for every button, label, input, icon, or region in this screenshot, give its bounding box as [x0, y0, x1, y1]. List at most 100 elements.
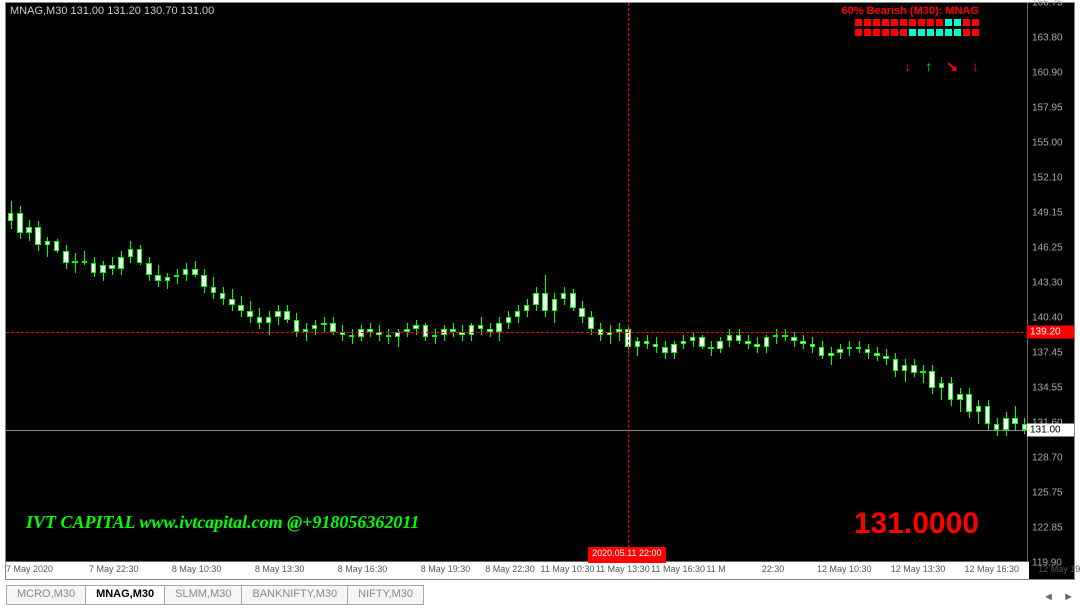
trend-arrow-icon: ↘	[946, 58, 958, 75]
last-price-large: 131.0000	[854, 507, 979, 541]
chart-window[interactable]: MNAG,M30 131.00 131.20 130.70 131.00 60%…	[5, 2, 1075, 580]
indicator-square	[963, 29, 970, 36]
y-tick: 140.40	[1028, 312, 1074, 323]
price-tag: 139.20	[1027, 326, 1074, 339]
candle-body	[192, 269, 198, 275]
candle-body	[644, 341, 650, 345]
candle-body	[561, 293, 567, 299]
indicator-square	[882, 29, 889, 36]
candle-body	[478, 325, 484, 329]
y-tick: 143.30	[1028, 278, 1074, 289]
x-tick: 11 May 10:30	[541, 564, 595, 574]
price-plot[interactable]: MNAG,M30 131.00 131.20 130.70 131.00 60%…	[6, 3, 1029, 563]
indicator-square	[873, 29, 880, 36]
indicator-square	[945, 29, 952, 36]
price-tag: 131.00	[1027, 424, 1074, 437]
symbol-tab[interactable]: MNAG,M30	[85, 585, 165, 605]
candle-body	[238, 305, 244, 311]
x-tick: 12 May 19:30	[1038, 564, 1080, 574]
indicator-square	[882, 19, 889, 26]
candle-body	[211, 287, 217, 293]
symbol-tab[interactable]: NIFTY,M30	[347, 585, 424, 605]
y-tick: 166.75	[1028, 0, 1074, 9]
candle-wick	[84, 251, 85, 265]
candle-body	[957, 394, 963, 400]
candle-body	[690, 337, 696, 341]
candle-body	[201, 275, 207, 287]
indicator-square	[918, 29, 925, 36]
indicator-square	[972, 29, 979, 36]
candle-body	[137, 249, 143, 263]
candle-body	[939, 383, 945, 389]
x-tick: 12 May 16:30	[964, 564, 1019, 574]
x-tick: 8 May 22:30	[485, 564, 535, 574]
x-tick: 11 May 13:30	[596, 564, 650, 574]
candle-body	[727, 335, 733, 341]
indicator-square	[909, 19, 916, 26]
symbol-tab[interactable]: SLMM,M30	[164, 585, 242, 605]
x-tick: 11 May 16:30	[651, 564, 705, 574]
candle-body	[17, 213, 23, 233]
symbol-tabs: MCRO,M30MNAG,M30SLMM,M30BANKNIFTY,M30NIF…	[6, 585, 423, 605]
candle-body	[82, 261, 88, 263]
candle-body	[736, 335, 742, 341]
candle-body	[819, 347, 825, 357]
candle-body	[653, 344, 659, 346]
candle-body	[294, 320, 300, 332]
candle-body	[496, 323, 502, 333]
y-tick: 163.80	[1028, 33, 1074, 44]
candle-body	[699, 337, 705, 347]
indicator-square	[864, 29, 871, 36]
candle-body	[810, 344, 816, 346]
candle-body	[524, 305, 530, 311]
candle-body	[266, 317, 272, 323]
price-line-current	[6, 430, 1029, 431]
y-tick: 128.70	[1028, 452, 1074, 463]
candle-body	[45, 241, 51, 245]
indicator-square	[855, 29, 862, 36]
candle-body	[985, 406, 991, 424]
price-axis: 166.75163.80160.90157.95155.00152.10149.…	[1027, 3, 1074, 563]
candle-body	[109, 265, 115, 269]
candle-body	[764, 337, 770, 347]
symbol-tab[interactable]: MCRO,M30	[6, 585, 86, 605]
y-tick: 160.90	[1028, 67, 1074, 78]
indicator-squares-1	[855, 19, 979, 26]
tab-scroll-controls[interactable]: ◄ ►	[1043, 591, 1074, 603]
candle-body	[284, 311, 290, 321]
indicator-square	[900, 29, 907, 36]
y-tick: 137.45	[1028, 348, 1074, 359]
trend-arrow-icon: ↓	[904, 58, 911, 75]
indicator-square	[891, 29, 898, 36]
y-tick: 134.55	[1028, 382, 1074, 393]
indicator-square	[954, 19, 961, 26]
candle-body	[976, 406, 982, 412]
candle-body	[91, 263, 97, 273]
candle-body	[146, 263, 152, 275]
candle-body	[856, 347, 862, 349]
candle-body	[542, 293, 548, 311]
x-tick: 8 May 16:30	[338, 564, 388, 574]
candle-body	[155, 275, 161, 281]
candle-body	[782, 335, 788, 337]
candle-body	[26, 227, 32, 233]
candle-body	[118, 257, 124, 269]
candle-body	[966, 394, 972, 412]
symbol-tab[interactable]: BANKNIFTY,M30	[241, 585, 348, 605]
candle-body	[902, 365, 908, 371]
candle-body	[312, 325, 318, 329]
candle-body	[570, 293, 576, 309]
brand-watermark: IVT CAPITAL www.ivtcapital.com @+9180563…	[26, 512, 419, 533]
candle-wick	[610, 325, 611, 344]
candle-body	[432, 335, 438, 337]
candle-body	[247, 311, 253, 317]
candle-wick	[960, 388, 961, 412]
indicator-square	[855, 19, 862, 26]
y-tick: 157.95	[1028, 103, 1074, 114]
candle-body	[893, 359, 899, 371]
x-tick: 8 May 19:30	[421, 564, 471, 574]
x-tick: 7 May 22:30	[89, 564, 139, 574]
candle-body	[800, 341, 806, 345]
candle-body	[72, 261, 78, 263]
candle-body	[533, 293, 539, 305]
